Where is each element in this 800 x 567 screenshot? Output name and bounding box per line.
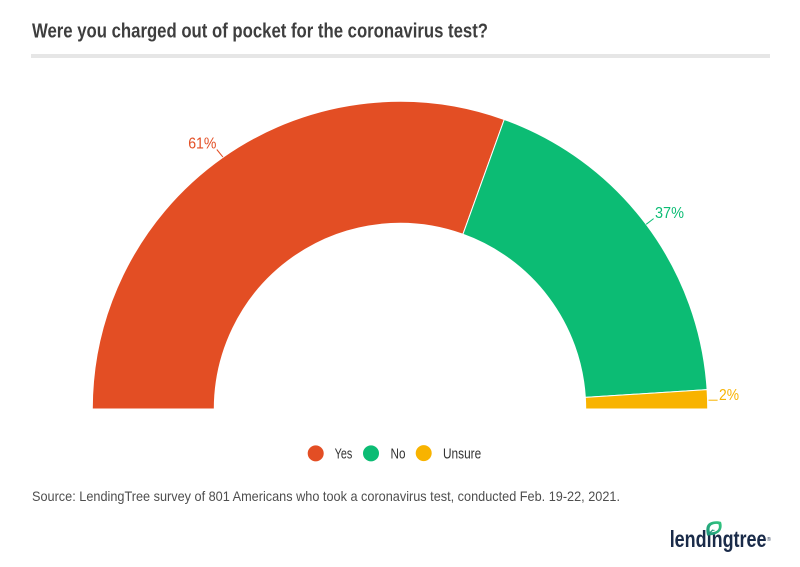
svg-text:Unsure: Unsure bbox=[443, 447, 481, 463]
svg-text:Source: LendingTree survey of: Source: LendingTree survey of 801 Americ… bbox=[32, 488, 620, 504]
svg-text:Were you charged out of pocket: Were you charged out of pocket for the c… bbox=[32, 21, 488, 43]
svg-text:61%: 61% bbox=[188, 136, 217, 153]
svg-text:Yes: Yes bbox=[335, 447, 353, 463]
svg-text:2%: 2% bbox=[719, 387, 739, 404]
svg-text:No: No bbox=[391, 447, 406, 463]
svg-text:37%: 37% bbox=[655, 205, 684, 222]
svg-text:®: ® bbox=[767, 536, 772, 543]
